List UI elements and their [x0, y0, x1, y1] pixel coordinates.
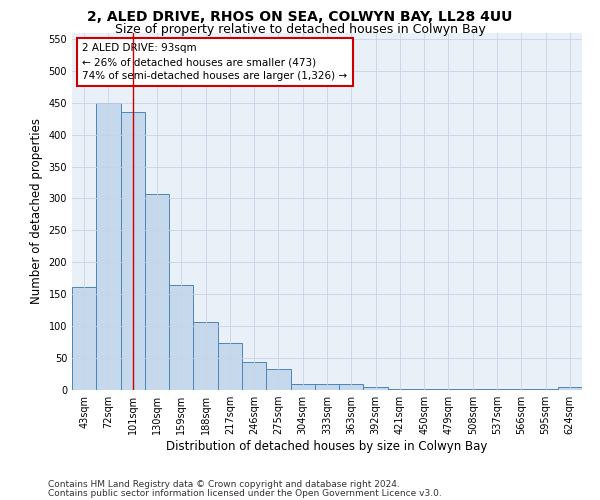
Bar: [290, 384, 315, 390]
Bar: [96, 102, 121, 390]
Bar: [72, 286, 96, 390]
Bar: [558, 388, 582, 390]
Bar: [121, 112, 145, 390]
Bar: [436, 388, 461, 390]
X-axis label: Distribution of detached houses by size in Colwyn Bay: Distribution of detached houses by size …: [166, 440, 488, 453]
Bar: [242, 362, 266, 390]
Bar: [339, 384, 364, 390]
Bar: [169, 284, 193, 390]
Bar: [218, 344, 242, 390]
Text: 2, ALED DRIVE, RHOS ON SEA, COLWYN BAY, LL28 4UU: 2, ALED DRIVE, RHOS ON SEA, COLWYN BAY, …: [88, 10, 512, 24]
Bar: [193, 322, 218, 390]
Text: Contains HM Land Registry data © Crown copyright and database right 2024.: Contains HM Land Registry data © Crown c…: [48, 480, 400, 489]
Text: Size of property relative to detached houses in Colwyn Bay: Size of property relative to detached ho…: [115, 22, 485, 36]
Bar: [315, 384, 339, 390]
Bar: [461, 388, 485, 390]
Text: Contains public sector information licensed under the Open Government Licence v3: Contains public sector information licen…: [48, 488, 442, 498]
Bar: [412, 388, 436, 390]
Bar: [364, 387, 388, 390]
Text: 2 ALED DRIVE: 93sqm
← 26% of detached houses are smaller (473)
74% of semi-detac: 2 ALED DRIVE: 93sqm ← 26% of detached ho…: [82, 43, 347, 81]
Bar: [388, 388, 412, 390]
Bar: [145, 194, 169, 390]
Bar: [266, 369, 290, 390]
Y-axis label: Number of detached properties: Number of detached properties: [30, 118, 43, 304]
